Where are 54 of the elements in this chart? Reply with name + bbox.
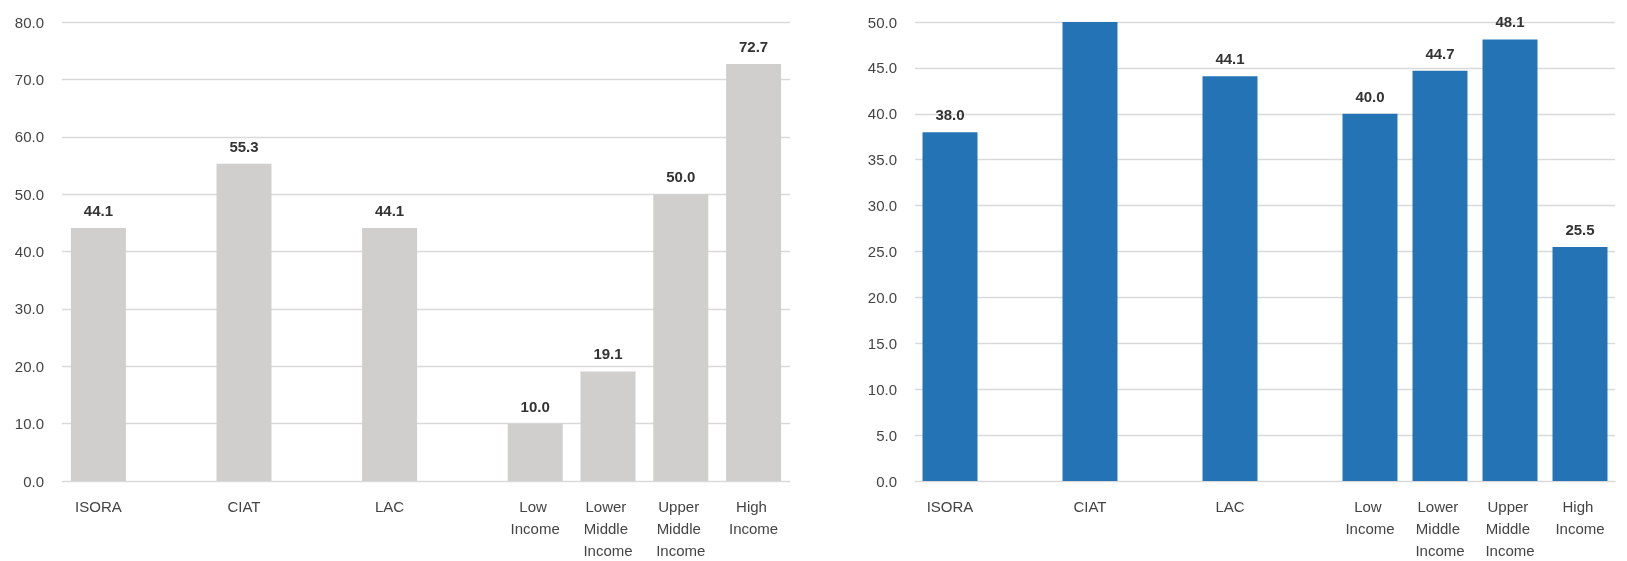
data-label: 44.1 bbox=[83, 201, 113, 219]
data-label: 44.7 bbox=[1425, 44, 1455, 62]
y-tick-label: 20.0 bbox=[867, 288, 897, 306]
y-tick-label: 30.0 bbox=[14, 300, 44, 318]
y-tick-label: 0.0 bbox=[876, 472, 897, 490]
x-tick-label: LAC bbox=[1215, 497, 1245, 515]
bar bbox=[1202, 76, 1258, 481]
y-tick-label: 80.0 bbox=[14, 13, 44, 31]
x-tick-label: ISORA bbox=[926, 497, 974, 515]
x-tick-label: High Income bbox=[1555, 497, 1605, 537]
bar bbox=[922, 132, 978, 481]
x-tick-label: ISORA bbox=[75, 497, 122, 515]
y-tick-label: 35.0 bbox=[867, 151, 897, 169]
y-tick-label: 60.0 bbox=[14, 128, 44, 146]
data-label: 50.0 bbox=[666, 168, 696, 186]
x-tick-label: Low Income bbox=[510, 497, 560, 537]
bar bbox=[1412, 70, 1468, 481]
x-tick-label: Upper Middle Income bbox=[1485, 497, 1535, 559]
x-tick-label: Lower Middle Income bbox=[583, 497, 633, 559]
data-label: 44.1 bbox=[1215, 50, 1245, 68]
x-tick-label: LAC bbox=[375, 497, 405, 515]
x-tick-label: CIAT bbox=[1073, 497, 1107, 515]
data-label: 38.0 bbox=[935, 106, 965, 124]
y-tick-label: 10.0 bbox=[14, 415, 44, 433]
data-label: 10.0 bbox=[520, 397, 550, 415]
bar bbox=[1342, 113, 1398, 481]
y-tick-label: 50.0 bbox=[867, 13, 897, 31]
bar bbox=[1552, 246, 1608, 481]
y-tick-label: 45.0 bbox=[867, 59, 897, 77]
bar bbox=[1482, 39, 1538, 481]
x-tick-label: Lower Middle Income bbox=[1415, 497, 1465, 559]
x-tick-label: High Income bbox=[729, 497, 779, 537]
y-tick-label: 30.0 bbox=[867, 197, 897, 215]
x-tick-label: CIAT bbox=[227, 497, 261, 515]
y-tick-label: 15.0 bbox=[867, 334, 897, 352]
data-label: 48.1 bbox=[1495, 13, 1525, 31]
data-label: 72.7 bbox=[739, 37, 769, 55]
y-tick-label: 40.0 bbox=[867, 105, 897, 123]
x-tick-label: Low Income bbox=[1345, 497, 1395, 537]
data-label: 44.1 bbox=[375, 201, 405, 219]
y-tick-label: 10.0 bbox=[867, 380, 897, 398]
y-tick-label: 40.0 bbox=[14, 243, 44, 260]
bar bbox=[1062, 22, 1118, 481]
y-tick-label: 25.0 bbox=[867, 243, 897, 260]
y-tick-label: 5.0 bbox=[876, 426, 897, 444]
y-tick-label: 50.0 bbox=[14, 185, 44, 203]
y-tick-label: 70.0 bbox=[14, 70, 44, 88]
y-tick-label: 20.0 bbox=[14, 357, 44, 375]
y-tick-label: 0.0 bbox=[23, 472, 44, 490]
data-label: 55.3 bbox=[229, 137, 259, 155]
data-label: 40.0 bbox=[1355, 87, 1385, 105]
data-label: 19.1 bbox=[593, 345, 623, 363]
data-label: 25.5 bbox=[1565, 220, 1595, 238]
x-tick-label: Upper Middle Income bbox=[656, 497, 706, 559]
